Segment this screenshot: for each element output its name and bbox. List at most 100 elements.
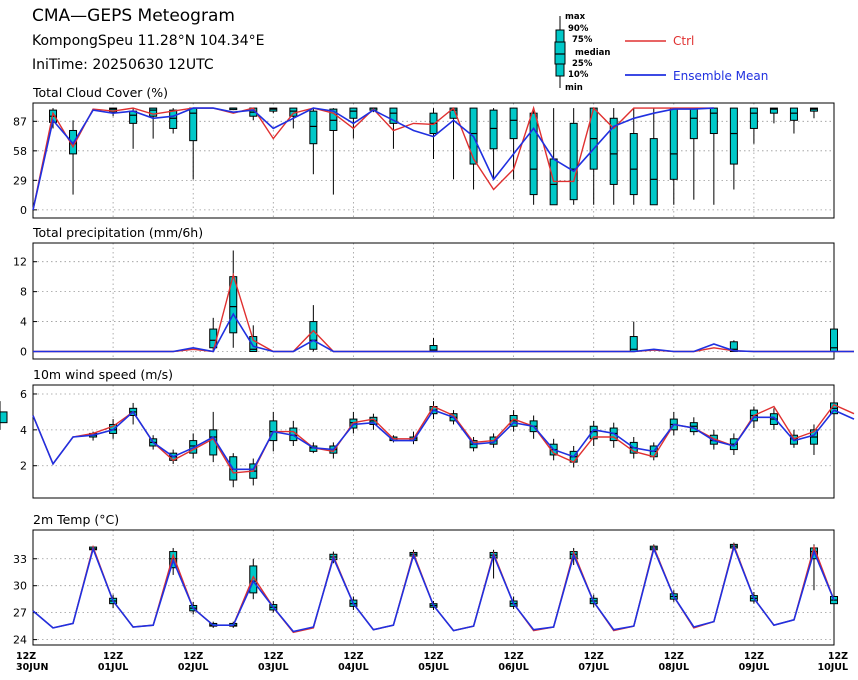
box-plot: [809, 107, 818, 119]
legend-mean-label: Ensemble Mean: [673, 69, 768, 83]
panel-frame: [32, 242, 835, 360]
y-tick-label: 8: [20, 286, 27, 299]
box-body: [269, 420, 278, 442]
x-tick-hour: 12Z: [744, 651, 764, 662]
box-plot: [449, 107, 458, 180]
x-axis: 12Z30JUN12Z01JUL12Z02JUL12Z03JUL12Z04JUL…: [16, 651, 848, 673]
legend-box-upper: [555, 29, 565, 43]
box-plot: [629, 108, 638, 205]
box-body: [609, 117, 618, 185]
box-plot: [789, 107, 798, 134]
legend-box-outer: [554, 41, 566, 65]
panel-2: 10m wind speed (m/s) 2 4 6: [0, 367, 855, 499]
box-plot: [709, 107, 718, 205]
panel-frame: [32, 384, 835, 499]
x-tick-date: 10JUL: [817, 662, 848, 673]
box-plot: [0, 401, 8, 430]
x-tick-hour: 12Z: [584, 651, 604, 662]
box-plot: [629, 321, 638, 353]
box-plot: [689, 107, 698, 200]
x-tick-date: 04JUL: [338, 662, 369, 673]
box-plot: [429, 108, 438, 159]
ensemble-mean-line: [32, 107, 714, 211]
x-tick-date: 03JUL: [258, 662, 289, 673]
box-plot: [269, 107, 278, 114]
box-body: [189, 440, 198, 454]
box-body: [249, 565, 258, 594]
x-tick-hour: 12Z: [16, 651, 36, 662]
x-tick-hour: 12Z: [343, 651, 363, 662]
box-plot: [729, 107, 738, 190]
legend-box-label: 25%: [572, 59, 593, 69]
x-tick-hour: 12Z: [828, 651, 848, 662]
y-tick-label: 58: [13, 145, 27, 158]
ensemble-mean-line: [33, 312, 854, 353]
box-plot: [429, 338, 438, 353]
box-body: [569, 122, 578, 201]
box-plot: [769, 107, 778, 124]
box-plot: [129, 108, 138, 149]
box-body: [309, 321, 318, 350]
x-tick-date: 30JUN: [16, 662, 48, 673]
box-body: [669, 107, 678, 180]
box-plot: [830, 395, 838, 420]
legend-box-lower: [555, 63, 565, 77]
box-plot: [669, 411, 678, 436]
x-tick-hour: 12Z: [183, 651, 203, 662]
panel-frame: [32, 102, 835, 219]
panel-title: Total Cloud Cover (%): [32, 85, 168, 100]
box-body: [149, 107, 158, 117]
box-plot: [830, 321, 838, 353]
box-body: [769, 107, 778, 114]
box-body: [129, 110, 138, 124]
box-plot: [809, 424, 818, 455]
box-plot: [729, 433, 738, 455]
y-tick-label: 12: [13, 256, 27, 269]
x-tick-date: 09JUL: [739, 662, 770, 673]
box-body: [0, 411, 8, 424]
box-plot: [309, 108, 318, 175]
y-tick-label: 0: [20, 346, 27, 359]
box-plot: [189, 107, 198, 180]
location-label: KompongSpeu 11.28°N 104.34°E: [32, 33, 265, 49]
box-plot: [609, 108, 618, 205]
box-body: [209, 328, 218, 349]
legend-box-label: median: [575, 48, 610, 58]
box-body: [589, 425, 598, 440]
x-tick-date: 08JUL: [659, 662, 690, 673]
y-tick-label: 27: [13, 607, 27, 620]
x-tick-hour: 12Z: [664, 651, 684, 662]
chart-title: CMA—GEPS Meteogram: [32, 6, 235, 26]
x-tick-date: 02JUL: [178, 662, 209, 673]
box-body: [789, 107, 798, 121]
box-body: [529, 112, 538, 196]
box-body: [249, 336, 258, 353]
y-tick-label: 2: [20, 460, 27, 473]
x-tick-date: 01JUL: [98, 662, 129, 673]
y-tick-label: 6: [20, 388, 27, 401]
box-plot: [749, 107, 758, 144]
panel-title: Total precipitation (mm/6h): [32, 225, 203, 240]
box-plot: [569, 108, 578, 205]
box-body: [629, 133, 638, 196]
box-plot: [69, 120, 78, 195]
box-plot: [469, 107, 478, 190]
legend-ctrl-label: Ctrl: [673, 34, 694, 48]
box-body: [709, 107, 718, 135]
y-tick-label: 33: [13, 553, 27, 566]
box-body: [309, 110, 318, 145]
x-tick-hour: 12Z: [423, 651, 443, 662]
box-body: [169, 109, 178, 129]
panel-title: 10m wind speed (m/s): [33, 367, 173, 382]
box-body: [649, 138, 658, 206]
box-plot: [529, 108, 538, 205]
y-tick-label: 0: [20, 204, 27, 217]
y-tick-label: 29: [13, 174, 27, 187]
box-plot: [689, 417, 698, 436]
y-tick-label: 24: [13, 634, 27, 647]
y-tick-label: 4: [20, 316, 27, 329]
box-plot: [669, 107, 678, 205]
x-tick-hour: 12Z: [263, 651, 283, 662]
